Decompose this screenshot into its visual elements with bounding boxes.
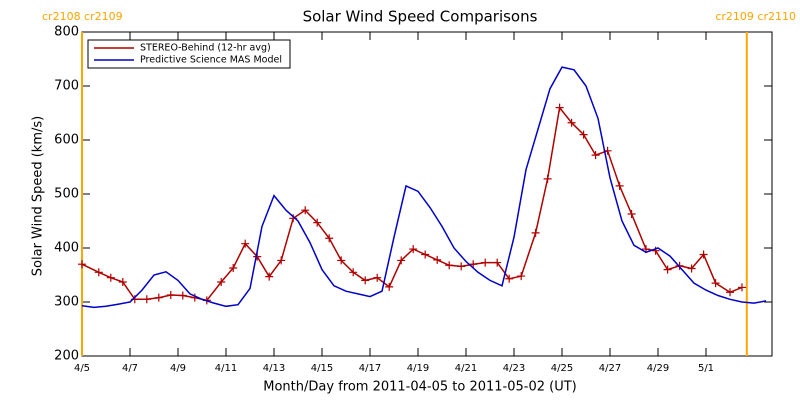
data-point [265, 272, 274, 281]
data-point [567, 118, 576, 127]
data-point [651, 246, 660, 255]
x-tick-label: 4/5 [74, 363, 90, 374]
y-tick-label: 700 [54, 79, 79, 94]
x-tick-label: 4/17 [359, 363, 381, 374]
data-point [421, 250, 430, 259]
y-tick-label: 800 [54, 25, 79, 40]
x-axis-label: Month/Day from 2011-04-05 to 2011-05-02 … [263, 380, 576, 395]
data-point [505, 274, 514, 283]
data-point [94, 268, 103, 277]
x-tick-label: 4/7 [122, 363, 138, 374]
data-point [663, 265, 672, 274]
x-tick-label: 4/11 [215, 363, 237, 374]
data-point [385, 282, 394, 291]
data-point [738, 283, 746, 292]
data-point [154, 293, 163, 302]
x-tick-label: 4/13 [263, 363, 285, 374]
y-tick-label: 500 [54, 187, 79, 202]
data-point [277, 256, 286, 265]
data-point [178, 291, 187, 300]
data-point [313, 218, 322, 227]
x-tick-label: 4/23 [503, 363, 525, 374]
data-point [699, 250, 708, 259]
x-tick-label: 4/19 [407, 363, 429, 374]
data-point [409, 245, 418, 254]
legend-label: Predictive Science MAS Model [140, 55, 282, 66]
x-tick-label: 4/29 [647, 363, 669, 374]
y-tick-label: 300 [54, 295, 79, 310]
data-point [433, 255, 442, 264]
data-point [445, 261, 454, 270]
data-point [726, 288, 734, 297]
data-point [543, 174, 552, 183]
data-point [142, 295, 151, 304]
data-point [687, 264, 696, 273]
data-point [229, 263, 238, 272]
data-point [711, 279, 720, 288]
x-tick-label: 4/21 [455, 363, 477, 374]
data-point [118, 278, 127, 287]
data-point [579, 130, 588, 139]
legend-box [87, 39, 291, 69]
data-point [337, 256, 346, 265]
y-axis-label: Solar Wind Speed (km/s) [31, 116, 46, 276]
x-tick-label: 4/9 [170, 363, 186, 374]
chart-title: Solar Wind Speed Comparisons [303, 8, 538, 26]
data-point [615, 181, 624, 190]
data-point [481, 258, 490, 267]
y-tick-label: 600 [54, 133, 79, 148]
boundary-label: cr2109 cr2110 [715, 10, 796, 23]
data-point [166, 290, 175, 299]
legend-label: STEREO-Behind (12-hr avg) [140, 43, 271, 54]
data-point [531, 228, 540, 237]
data-point [217, 278, 226, 287]
y-tick-label: 400 [54, 241, 79, 256]
data-point [361, 276, 370, 285]
boundary-label: cr2108 cr2109 [42, 10, 123, 23]
data-point [78, 260, 86, 269]
x-tick-label: 5/1 [698, 363, 714, 374]
data-point [627, 209, 636, 218]
data-point [517, 272, 526, 281]
data-point [397, 256, 406, 265]
data-point [301, 206, 310, 215]
data-point [591, 151, 600, 160]
data-point [241, 239, 250, 248]
data-point [106, 273, 115, 282]
data-point [349, 268, 358, 277]
data-point [457, 262, 466, 271]
x-tick-label: 4/27 [599, 363, 621, 374]
x-tick-label: 4/25 [551, 363, 573, 374]
y-tick-label: 200 [54, 349, 79, 364]
data-point [325, 234, 334, 243]
series-line [81, 66, 767, 309]
x-tick-label: 4/15 [311, 363, 333, 374]
data-point [493, 258, 502, 267]
data-point [373, 273, 382, 282]
data-point [469, 260, 478, 269]
data-point [555, 103, 564, 112]
